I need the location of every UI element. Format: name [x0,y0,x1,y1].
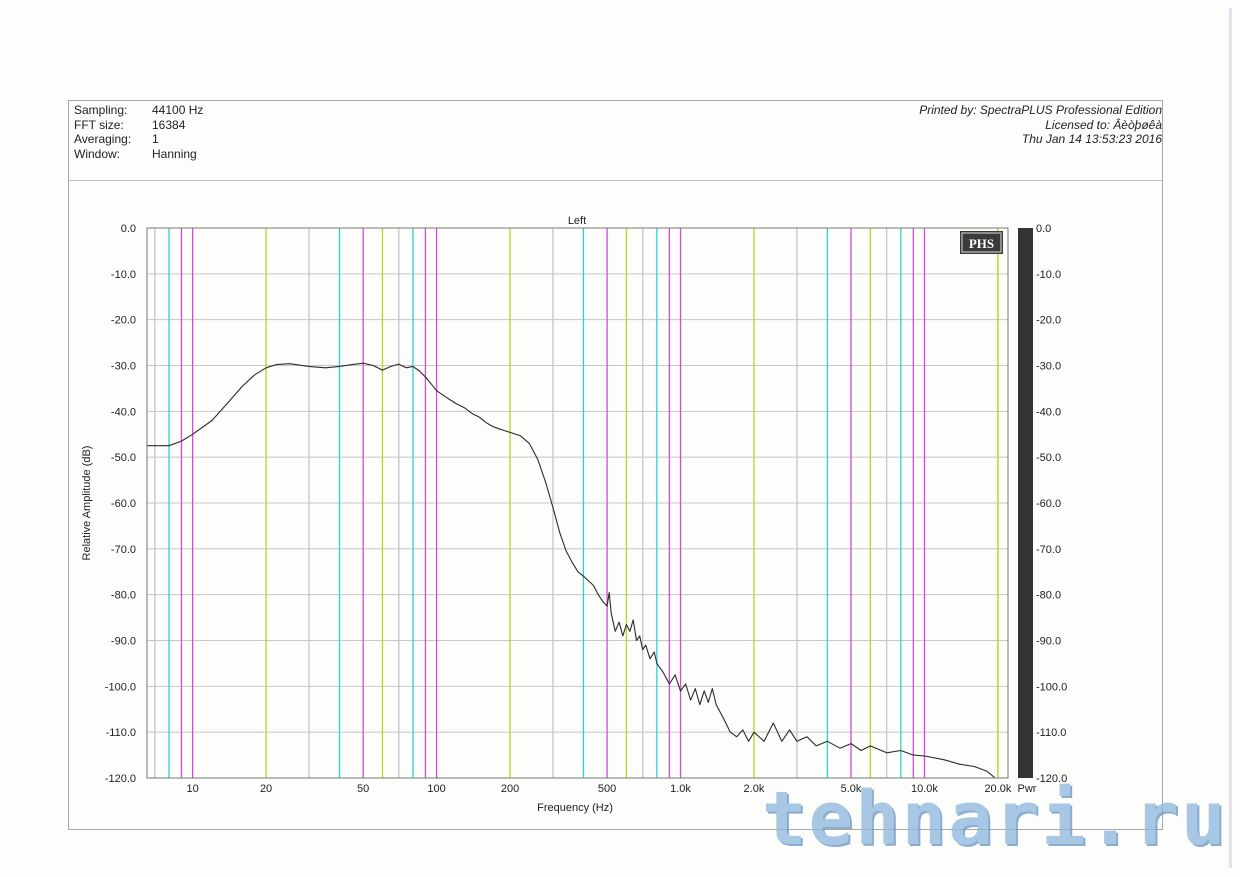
report-frame [68,100,1163,830]
x-axis-ticks: 10 20 50 100 200 500 1.0k 2.0k 5.0k 10.0k 20.0k [187,783,1012,795]
header-divider [68,180,1163,181]
print-date: Thu Jan 14 13:53:23 2016 [1021,132,1162,146]
spectrum-line [147,362,996,779]
y-tick-label: -20.0 [111,315,136,327]
right-y-tick-label: -100.0 [1036,681,1067,693]
param-sampling: Sampling: 44100 Hz [74,103,204,117]
y-axis-label: Relative Amplitude (dB) [81,446,93,561]
y-tick-label: -120.0 [105,773,136,785]
param-fft-size: FFT size: 16384 [74,117,186,132]
plot-area-border [146,227,1009,779]
y-tick-label: -90.0 [111,636,136,648]
phs-logo: PHS [960,231,1003,254]
x-tick-label: 500 [598,783,616,795]
y-tick-label: -30.0 [111,361,136,373]
power-label: Pwr [1018,783,1037,795]
y-axis-ticks: 0.0 -10.0 -20.0 -30.0 -40.0 -50.0 -60.0 -70.0 -8… [105,223,136,785]
chart-title: Left [568,215,586,227]
right-y-tick-label: -90.0 [1036,636,1061,648]
y-tick-label: -80.0 [111,590,136,602]
grid [147,227,1008,779]
licensed-to: Licensed to: Âèòþøêà [1045,117,1162,132]
right-y-tick-label: -60.0 [1036,498,1061,510]
x-tick-label: 20.0k [984,783,1011,795]
param-window: Window: Hanning [74,146,197,161]
x-tick-label: 20 [260,783,272,795]
y-tick-label: -40.0 [111,406,136,418]
x-tick-label: 100 [427,783,445,795]
right-y-tick-label: -10.0 [1036,269,1061,281]
param-averaging: Averaging: 1 [74,132,159,146]
x-tick-label: 50 [357,783,369,795]
x-axis-label: Frequency (Hz) [537,802,613,814]
y-tick-label: -100.0 [105,681,136,693]
right-y-tick-label: -80.0 [1036,590,1061,602]
right-y-tick-label: -30.0 [1036,361,1061,373]
series-trace [147,362,996,779]
x-tick-label: 200 [501,783,519,795]
right-y-tick-label: -120.0 [1036,773,1067,785]
print-info: Printed by: SpectraPLUS Professional Edi… [919,103,1162,147]
watermark: tehnari.ru [762,776,1228,862]
right-y-tick-label: -110.0 [1036,727,1066,739]
y-tick-label: -50.0 [111,452,136,464]
page-edge [1229,8,1232,868]
right-y-tick-label: -40.0 [1036,406,1061,418]
x-tick-label: 5.0k [841,783,862,795]
y-tick-label: -110.0 [106,727,136,739]
right-y-axis-ticks: 0.0 -10.0 -20.0 -30.0 -40.0 -50.0 -60.0 -70.0 -8… [1036,223,1067,785]
right-y-tick-label: -50.0 [1036,452,1061,464]
x-tick-label: 2.0k [744,783,765,795]
y-tick-label: -10.0 [111,269,136,281]
right-y-tick-label: -20.0 [1036,315,1061,327]
right-y-tick-label: 0.0 [1036,223,1051,235]
x-tick-label: 1.0k [670,783,691,795]
y-tick-label: 0.0 [121,223,136,235]
x-tick-label: 10 [187,783,199,795]
right-y-tick-label: -70.0 [1036,544,1061,556]
y-tick-label: -60.0 [111,498,136,510]
y-tick-label: -70.0 [111,544,136,556]
power-meter-bar [1018,228,1033,778]
analysis-parameters: Sampling: 44100 Hz FFT size: 16384 Averagi… [74,103,203,161]
logo-text: PHS [969,236,994,251]
printed-by: Printed by: SpectraPLUS Professional Edi… [919,103,1162,117]
x-tick-label: 10.0k [911,783,938,795]
